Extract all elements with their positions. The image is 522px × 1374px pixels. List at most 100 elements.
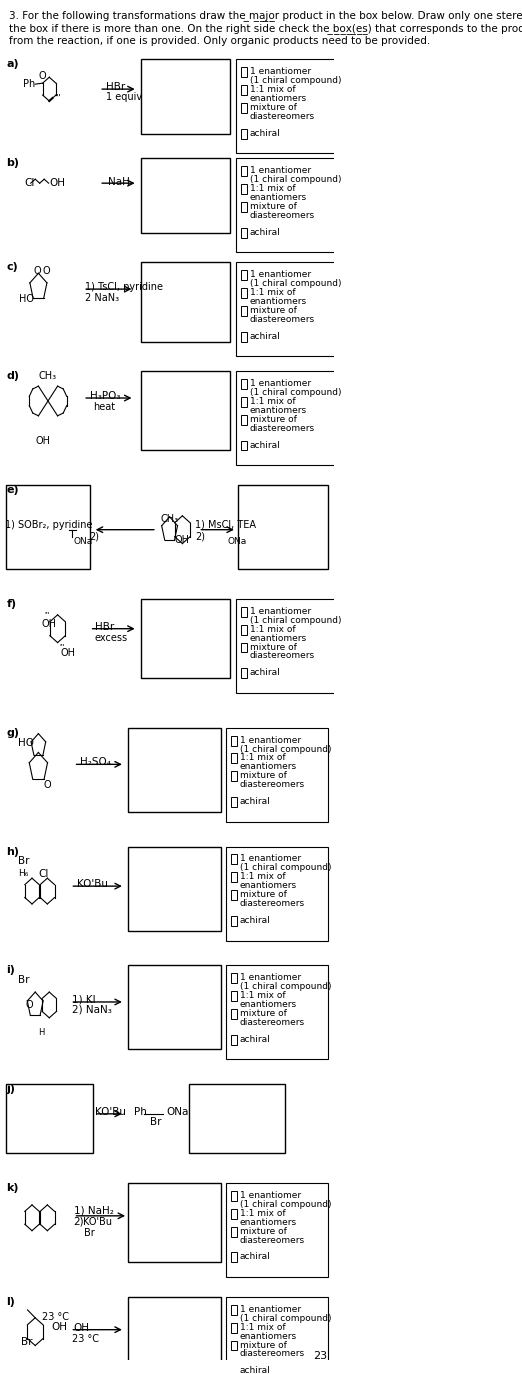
Text: enantiomers: enantiomers	[250, 405, 307, 415]
Text: 1 enantiomer: 1 enantiomer	[250, 379, 311, 389]
Text: HBr: HBr	[105, 82, 125, 92]
Text: Br: Br	[18, 976, 29, 985]
Text: diastereomers: diastereomers	[240, 899, 305, 908]
Bar	[141, 371, 230, 451]
Text: 1) KI: 1) KI	[73, 993, 96, 1004]
Text: OH: OH	[42, 618, 56, 629]
Text: mixture of: mixture of	[240, 1341, 287, 1349]
Text: i): i)	[6, 966, 15, 976]
Text: (1 chiral compound): (1 chiral compound)	[240, 1314, 331, 1323]
Bar	[231, 890, 238, 900]
Text: Br: Br	[85, 1228, 95, 1238]
Text: 1) TsCl, pyridine: 1) TsCl, pyridine	[85, 282, 163, 293]
Bar	[241, 85, 247, 95]
Bar	[241, 331, 247, 342]
Text: d): d)	[6, 371, 19, 381]
Text: OH: OH	[35, 436, 50, 445]
Text: enantiomers: enantiomers	[240, 1331, 297, 1341]
Text: j): j)	[6, 1084, 16, 1094]
Text: 1 enantiomer: 1 enantiomer	[250, 607, 311, 616]
Bar	[238, 485, 328, 569]
Text: 1) NaH₂: 1) NaH₂	[74, 1206, 113, 1216]
Text: OH: OH	[61, 649, 76, 658]
Text: ''': '''	[59, 643, 65, 650]
Bar	[231, 1035, 238, 1044]
Text: 1 enantiomer: 1 enantiomer	[240, 973, 301, 982]
Text: O: O	[42, 267, 50, 276]
Text: enantiomers: enantiomers	[240, 1217, 297, 1227]
Bar	[128, 1183, 221, 1263]
Bar	[231, 1305, 238, 1315]
Text: l): l)	[6, 1297, 15, 1307]
Text: Br: Br	[150, 1117, 162, 1127]
Text: 1:1 mix of: 1:1 mix of	[250, 625, 295, 633]
Bar	[231, 1209, 238, 1219]
Text: diastereomers: diastereomers	[240, 1018, 305, 1026]
Text: g): g)	[6, 728, 19, 738]
Text: O: O	[33, 267, 41, 276]
Text: 1 enantiomer: 1 enantiomer	[250, 166, 311, 176]
Text: 1:1 mix of: 1:1 mix of	[240, 872, 286, 881]
Bar	[241, 415, 247, 425]
Bar	[128, 728, 221, 812]
Text: Cl: Cl	[25, 179, 34, 188]
Text: HBr: HBr	[94, 622, 114, 632]
Bar	[231, 771, 238, 782]
Text: enantiomers: enantiomers	[250, 194, 307, 202]
Text: Ph: Ph	[23, 80, 35, 89]
Text: achiral: achiral	[250, 228, 280, 236]
Text: Cl: Cl	[39, 870, 49, 879]
Text: diastereomers: diastereomers	[250, 651, 315, 661]
Text: achiral: achiral	[250, 331, 280, 341]
Bar	[241, 379, 247, 389]
Bar	[241, 271, 247, 280]
Bar	[226, 728, 328, 822]
Text: 1 enantiomer: 1 enantiomer	[250, 67, 311, 77]
Text: 1:1 mix of: 1:1 mix of	[240, 991, 286, 1000]
Text: achiral: achiral	[240, 1035, 271, 1044]
Text: achiral: achiral	[240, 1253, 271, 1261]
Text: (1 chiral compound): (1 chiral compound)	[240, 745, 331, 753]
Text: heat: heat	[93, 403, 115, 412]
Text: 3. For the following transformations draw the ̲m̲a̲j̲o̲r product in the box belo: 3. For the following transformations dra…	[9, 10, 522, 21]
Bar	[241, 289, 247, 298]
Bar	[128, 846, 221, 930]
Text: 1:1 mix of: 1:1 mix of	[250, 184, 295, 194]
Text: 2 NaN₃: 2 NaN₃	[85, 293, 119, 304]
Text: mixture of: mixture of	[240, 1227, 287, 1235]
Text: diastereomers: diastereomers	[240, 780, 305, 789]
Text: (1 chiral compound): (1 chiral compound)	[240, 863, 331, 872]
Text: enantiomers: enantiomers	[240, 763, 297, 771]
Text: ''': '''	[45, 611, 51, 617]
Bar	[231, 797, 238, 807]
Text: 2): 2)	[89, 532, 99, 541]
Text: a): a)	[6, 59, 19, 70]
Text: 1) MsCl, TEA: 1) MsCl, TEA	[195, 519, 256, 530]
Text: 1 enantiomer: 1 enantiomer	[240, 855, 301, 863]
Text: H₃PO₃: H₃PO₃	[90, 392, 120, 401]
Text: Ph: Ph	[134, 1107, 147, 1117]
Text: HO: HO	[18, 738, 34, 747]
Bar	[241, 625, 247, 635]
Text: 1:1 mix of: 1:1 mix of	[250, 85, 295, 95]
Text: diastereomers: diastereomers	[240, 1349, 305, 1359]
Bar	[231, 973, 238, 984]
Bar	[235, 599, 338, 692]
Text: 1) SOBr₂, pyridine: 1) SOBr₂, pyridine	[5, 519, 93, 530]
Text: CH₃: CH₃	[39, 371, 56, 381]
Text: H₆: H₆	[18, 870, 28, 878]
Text: h): h)	[6, 846, 19, 856]
Text: (1 chiral compound): (1 chiral compound)	[250, 176, 341, 184]
Text: achiral: achiral	[240, 1366, 271, 1374]
Bar	[231, 1191, 238, 1201]
Text: e): e)	[6, 485, 19, 495]
Text: b): b)	[6, 158, 19, 169]
Text: 1:1 mix of: 1:1 mix of	[240, 1323, 286, 1331]
Text: f): f)	[6, 599, 17, 609]
Text: enantiomers: enantiomers	[240, 1000, 297, 1009]
Text: H: H	[39, 1028, 45, 1037]
Text: the box if there is more than one. On the right side check the ̲b̲o̲x̲(̲e̲s̲) th: the box if there is more than one. On th…	[9, 23, 522, 34]
Text: O: O	[26, 1000, 33, 1010]
Bar	[128, 966, 221, 1050]
Text: mixture of: mixture of	[250, 306, 296, 315]
